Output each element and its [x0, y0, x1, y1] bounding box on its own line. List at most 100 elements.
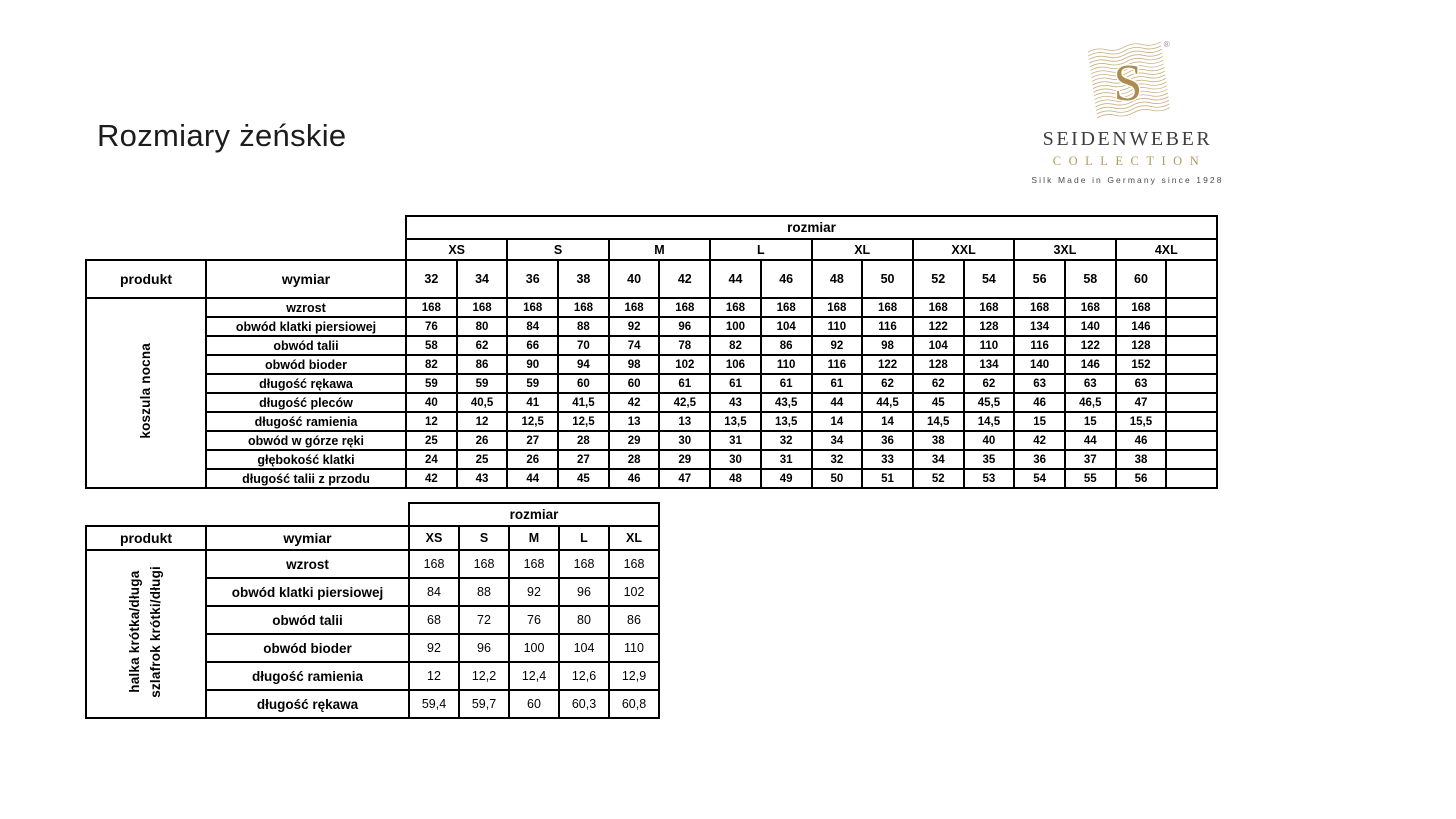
measure-label: długość rękawa	[205, 689, 410, 719]
value-cell: 59,7	[458, 689, 510, 719]
value-cell: 35	[962, 449, 1016, 470]
spacer-cell	[86, 239, 406, 260]
table-row: długość rękawa 59 59 59 60 60 61 61 61 61 62 62 62 63…	[86, 373, 1218, 394]
size-label: XS	[408, 525, 460, 551]
table-row: koszula nocna wzrost 168 168 168 168 168 168 168…	[85, 297, 1218, 489]
registered-trademark-icon: ®	[1163, 40, 1169, 49]
value-cell: 80	[558, 605, 610, 635]
value-cell: 61	[810, 373, 864, 394]
size-group: M	[607, 238, 712, 261]
value-cell: 62	[455, 335, 509, 356]
product-header: produkt	[85, 525, 207, 551]
value-cell: 27	[506, 430, 560, 451]
value-cell: 12	[405, 411, 458, 432]
value-cell: 44	[1063, 430, 1117, 451]
value-cell: 34	[810, 430, 864, 451]
table-row: obwód bioder 92 96 100 104 110	[86, 633, 660, 663]
table-row: rozmiar	[86, 215, 1218, 240]
value-cell: 38	[1114, 449, 1168, 470]
value-cell: 102	[608, 577, 660, 607]
value-cell: 128	[911, 354, 965, 375]
value-cell: 94	[557, 354, 610, 375]
value-cell: 168	[408, 549, 460, 579]
value-cell: 12,9	[608, 661, 660, 691]
page-title: Rozmiary żeńskie	[97, 118, 347, 153]
value-cell: 168	[557, 297, 610, 318]
value-cell: 46	[1114, 430, 1168, 451]
value-cell: 168	[1063, 297, 1117, 318]
value-cell: 15,5	[1114, 411, 1168, 432]
brand-name: SEIDENWEBER	[1042, 128, 1213, 150]
value-cell: 51	[861, 468, 914, 489]
value-cell: 84	[408, 577, 460, 607]
value-cell: 53	[962, 468, 1016, 489]
size-group: XS	[404, 238, 509, 261]
value-cell: 31	[709, 430, 762, 451]
value-cell: 32	[759, 430, 813, 451]
table-row: obwód klatki piersiowej 76 80 84 88 92 96 100 10…	[86, 316, 1218, 337]
value-cell: 168	[861, 297, 914, 318]
value-cell: 140	[1013, 354, 1066, 375]
value-cell	[1165, 430, 1218, 451]
measure-label: długość ramienia	[205, 411, 407, 432]
value-cell: 28	[607, 449, 661, 470]
size-number	[1165, 259, 1218, 299]
measure-label: długość talii z przodu	[205, 468, 407, 489]
value-cell: 168	[405, 297, 458, 318]
value-cell: 168	[458, 549, 510, 579]
value-cell: 12	[455, 411, 509, 432]
value-cell: 78	[658, 335, 712, 356]
value-cell: 45	[557, 468, 610, 489]
measure-header: wymiar	[205, 259, 407, 299]
table-row: długość ramienia 12 12,2 12,4 12,6 12,9	[86, 661, 660, 691]
size-number: 40	[607, 259, 661, 299]
value-cell: 96	[558, 577, 610, 607]
value-cell: 104	[558, 633, 610, 663]
size-label: S	[458, 525, 510, 551]
table-row: obwód talii 58 62 66 70 74 78 82 86 92 98 104 110 116…	[86, 335, 1218, 356]
value-cell: 54	[1013, 468, 1066, 489]
value-cell: 60	[607, 373, 661, 394]
value-cell: 106	[709, 354, 762, 375]
size-number: 52	[911, 259, 965, 299]
value-cell: 46	[1013, 392, 1066, 413]
value-cell: 42	[607, 392, 661, 413]
value-cell: 61	[709, 373, 762, 394]
value-cell: 44	[506, 468, 560, 489]
value-cell: 12,5	[506, 411, 560, 432]
value-cell: 29	[607, 430, 661, 451]
value-cell: 63	[1114, 373, 1168, 394]
monogram-letter: S	[1113, 55, 1142, 112]
table-row: XS S M L XL XXL 3XL 4XL	[86, 238, 1219, 261]
measure-label: głębokość klatki	[205, 449, 407, 470]
product-label: halka krótka/długa szlafrok krótki/długi	[85, 549, 207, 719]
value-cell: 60	[557, 373, 610, 394]
measure-label: obwód klatki piersiowej	[205, 316, 407, 337]
value-cell	[1165, 392, 1218, 413]
value-cell: 12,4	[508, 661, 560, 691]
value-cell: 62	[962, 373, 1016, 394]
value-cell: 122	[911, 316, 965, 337]
value-cell: 42	[1013, 430, 1066, 451]
value-cell: 12,5	[557, 411, 610, 432]
size-group: L	[709, 238, 813, 261]
size-number: 32	[405, 259, 458, 299]
size-table-slip-robe-wrap: rozmiar produkt wymiar XS S M L XL halka…	[85, 502, 660, 719]
value-cell: 104	[911, 335, 965, 356]
value-cell: 100	[508, 633, 560, 663]
value-cell: 42,5	[658, 392, 712, 413]
value-cell: 80	[455, 316, 509, 337]
value-cell: 13,5	[709, 411, 762, 432]
value-cell: 55	[1063, 468, 1117, 489]
value-cell: 12,6	[558, 661, 610, 691]
product-label: koszula nocna	[85, 297, 207, 489]
value-cell: 96	[458, 633, 510, 663]
size-number: 36	[506, 259, 560, 299]
value-cell: 110	[962, 335, 1016, 356]
value-cell: 66	[506, 335, 560, 356]
value-cell: 63	[1063, 373, 1117, 394]
size-table-slip-robe: rozmiar produkt wymiar XS S M L XL halka…	[85, 502, 660, 719]
value-cell: 59	[405, 373, 458, 394]
value-cell: 168	[1013, 297, 1066, 318]
